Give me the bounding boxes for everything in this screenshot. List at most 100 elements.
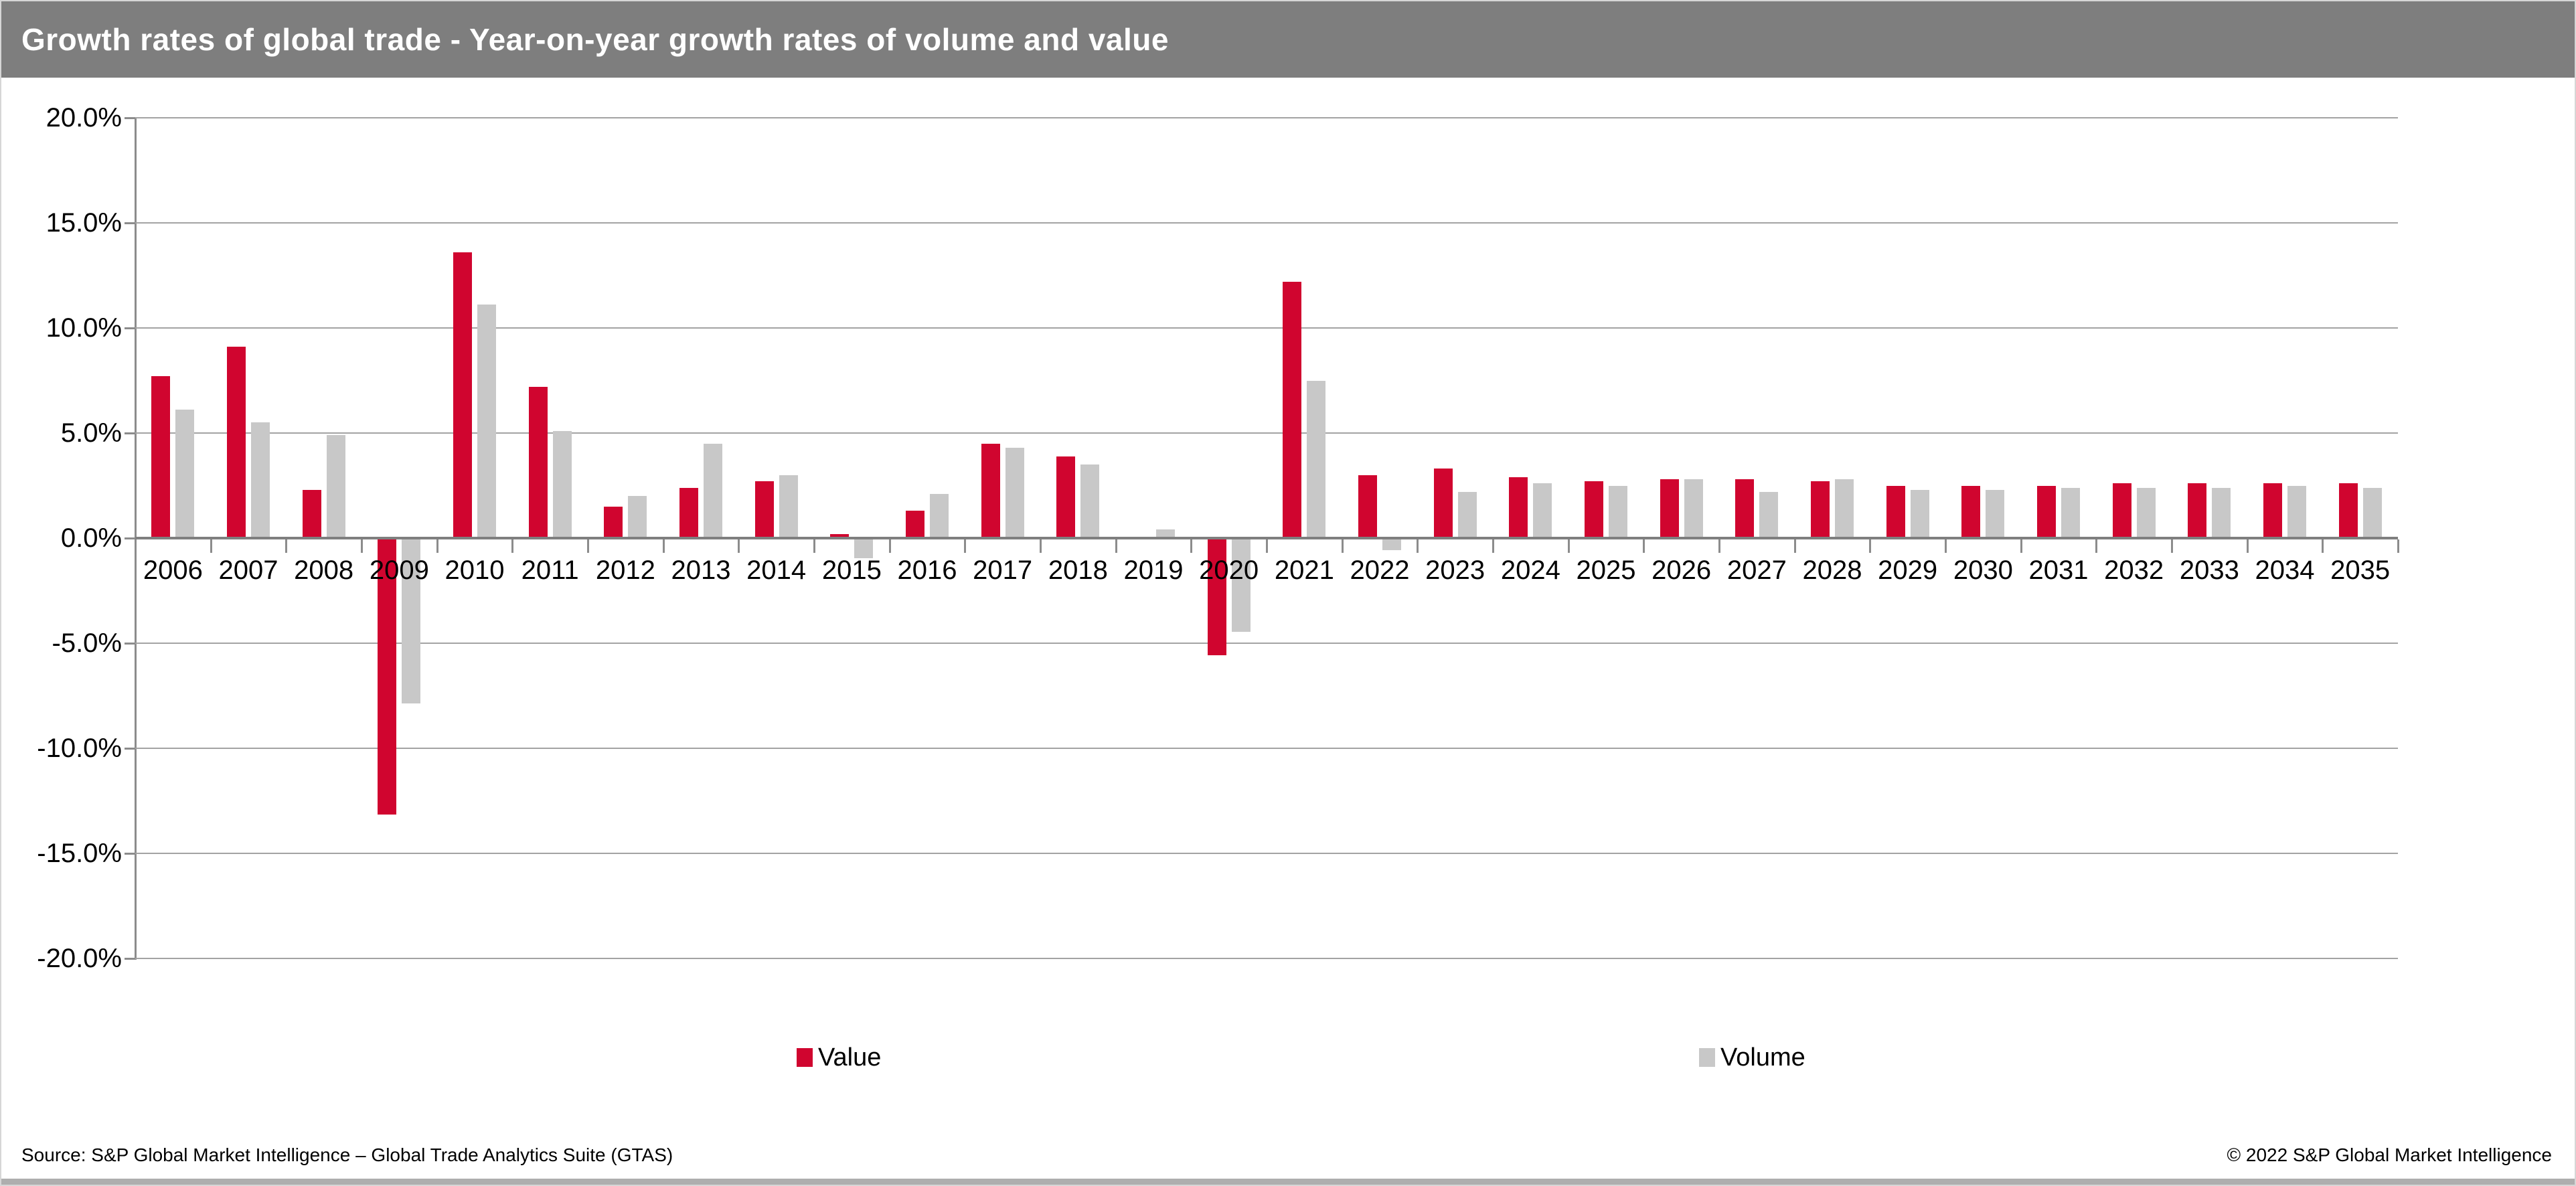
gridline--15 — [135, 853, 2398, 854]
x-axis-tick — [1115, 539, 1117, 553]
bar-volume-2029 — [1910, 489, 1929, 538]
x-axis-tick — [135, 539, 137, 553]
x-axis-tick — [587, 539, 589, 553]
x-axis-label-2009: 2009 — [369, 556, 429, 585]
y-axis-label: -10.0% — [37, 734, 122, 763]
bar-value-2027 — [1735, 479, 1755, 538]
bar-value-2006 — [151, 376, 171, 538]
y-axis-tick — [125, 853, 135, 855]
x-axis-label-2028: 2028 — [1802, 556, 1862, 585]
x-axis-label-2019: 2019 — [1123, 556, 1184, 585]
plot-area — [135, 117, 2399, 959]
bar-volume-2012 — [628, 496, 647, 538]
x-axis-label-2034: 2034 — [2255, 556, 2315, 585]
y-axis-tick — [125, 222, 135, 224]
x-axis-label-2033: 2033 — [2179, 556, 2239, 585]
x-axis-tick — [2246, 539, 2249, 553]
legend-item-value: Value — [797, 1043, 881, 1072]
x-axis-tick — [2095, 539, 2098, 553]
legend-swatch-value — [797, 1048, 813, 1067]
x-axis-label-2029: 2029 — [1878, 556, 1938, 585]
x-axis-label-2015: 2015 — [821, 556, 882, 585]
bar-value-2017 — [981, 443, 1000, 538]
bar-value-2029 — [1886, 485, 1905, 538]
x-axis-label-2017: 2017 — [973, 556, 1033, 585]
chart-title-bar: Growth rates of global trade - Year-on-y… — [1, 1, 2575, 78]
gridline--5 — [135, 643, 2398, 644]
x-axis-tick — [1869, 539, 1872, 553]
bar-volume-2021 — [1307, 380, 1326, 538]
x-axis-label-2018: 2018 — [1048, 556, 1108, 585]
y-axis-tick — [125, 327, 135, 329]
x-axis-tick — [1567, 539, 1570, 553]
gridline-10 — [135, 327, 2398, 329]
y-axis-tick — [125, 537, 135, 539]
x-axis-label-2010: 2010 — [445, 556, 505, 585]
bar-value-2011 — [528, 386, 548, 538]
x-axis-tick — [1266, 539, 1268, 553]
bar-volume-2023 — [1457, 491, 1477, 538]
x-axis-label-2020: 2020 — [1199, 556, 1259, 585]
bar-volume-2033 — [2212, 487, 2231, 538]
y-axis-tick — [125, 643, 135, 645]
x-axis-label-2035: 2035 — [2330, 556, 2391, 585]
bar-value-2035 — [2338, 483, 2358, 538]
source-note: Source: S&P Global Market Intelligence –… — [21, 1145, 673, 1165]
bar-value-2034 — [2263, 483, 2282, 538]
x-axis-tick — [285, 539, 288, 553]
x-axis-tick — [662, 539, 665, 553]
bar-volume-2011 — [552, 430, 572, 538]
gridline-15 — [135, 222, 2398, 224]
bar-volume-2013 — [704, 443, 722, 538]
bar-volume-2025 — [1609, 485, 1627, 538]
legend-label: Volume — [1720, 1043, 1805, 1072]
x-axis-zero-line — [135, 537, 2398, 539]
x-axis-tick — [964, 539, 967, 553]
bar-volume-2014 — [779, 475, 798, 538]
x-axis-tick — [888, 539, 891, 553]
gridline--10 — [135, 748, 2398, 749]
legend-item-volume: Volume — [1699, 1043, 1805, 1072]
bar-value-2021 — [1283, 281, 1302, 538]
bar-value-2010 — [453, 252, 472, 538]
x-axis-tick — [210, 539, 212, 553]
x-axis-label-2012: 2012 — [595, 556, 655, 585]
x-axis-tick — [1643, 539, 1645, 553]
y-axis-label: 0.0% — [60, 523, 122, 553]
chart-title: Growth rates of global trade - Year-on-y… — [21, 22, 1169, 57]
gridline-5 — [135, 432, 2398, 434]
x-axis-label-2016: 2016 — [897, 556, 957, 585]
bar-value-2012 — [604, 506, 623, 538]
bar-value-2025 — [1585, 481, 1603, 538]
bar-volume-2017 — [1005, 447, 1024, 538]
x-axis-tick — [2397, 539, 2399, 553]
x-axis-label-2021: 2021 — [1274, 556, 1334, 585]
x-axis-label-2008: 2008 — [294, 556, 354, 585]
x-axis-tick — [738, 539, 740, 553]
bar-volume-2022 — [1382, 539, 1401, 550]
x-axis-label-2013: 2013 — [671, 556, 731, 585]
bar-value-2016 — [906, 511, 924, 538]
bar-volume-2018 — [1080, 464, 1100, 538]
y-axis-tick — [125, 432, 135, 434]
bar-volume-2027 — [1759, 491, 1779, 538]
bar-volume-2007 — [251, 422, 270, 538]
bar-value-2018 — [1056, 456, 1076, 538]
bar-value-2008 — [302, 489, 321, 538]
bar-volume-2034 — [2287, 485, 2306, 538]
x-axis-tick — [1040, 539, 1042, 553]
y-axis-tick — [125, 958, 135, 960]
bar-value-2026 — [1660, 479, 1679, 538]
x-axis-label-2014: 2014 — [746, 556, 807, 585]
x-axis-tick — [1417, 539, 1419, 553]
x-axis-tick — [813, 539, 815, 553]
bar-volume-2006 — [175, 410, 195, 538]
bottom-strip — [1, 1179, 2575, 1185]
x-axis-tick — [1341, 539, 1344, 553]
x-axis-label-2025: 2025 — [1576, 556, 1636, 585]
bar-volume-2008 — [326, 435, 345, 538]
legend-swatch-volume — [1699, 1048, 1715, 1067]
x-axis-tick — [1190, 539, 1193, 553]
x-axis-tick — [2171, 539, 2173, 553]
